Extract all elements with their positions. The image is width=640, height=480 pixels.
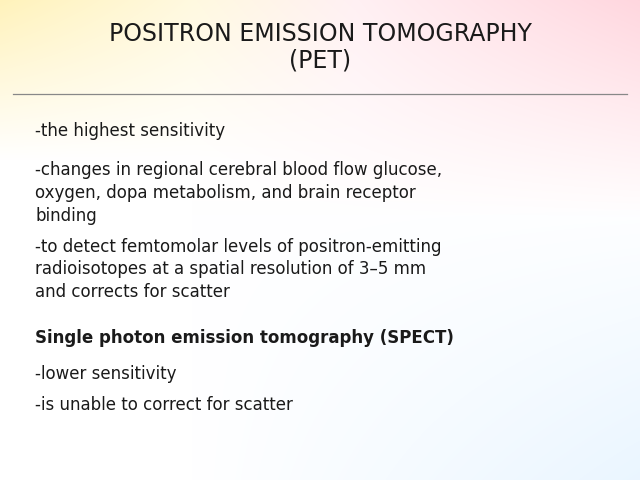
- Text: -to detect femtomolar levels of positron-emitting
radioisotopes at a spatial res: -to detect femtomolar levels of positron…: [35, 238, 442, 301]
- Text: Single photon emission tomography (SPECT): Single photon emission tomography (SPECT…: [35, 329, 454, 347]
- Text: -lower sensitivity: -lower sensitivity: [35, 365, 177, 383]
- Text: -is unable to correct for scatter: -is unable to correct for scatter: [35, 396, 293, 414]
- Text: POSITRON EMISSION TOMOGRAPHY: POSITRON EMISSION TOMOGRAPHY: [109, 22, 531, 46]
- Text: -changes in regional cerebral blood flow glucose,
oxygen, dopa metabolism, and b: -changes in regional cerebral blood flow…: [35, 161, 442, 225]
- Text: (PET): (PET): [289, 48, 351, 72]
- Text: -the highest sensitivity: -the highest sensitivity: [35, 122, 225, 140]
